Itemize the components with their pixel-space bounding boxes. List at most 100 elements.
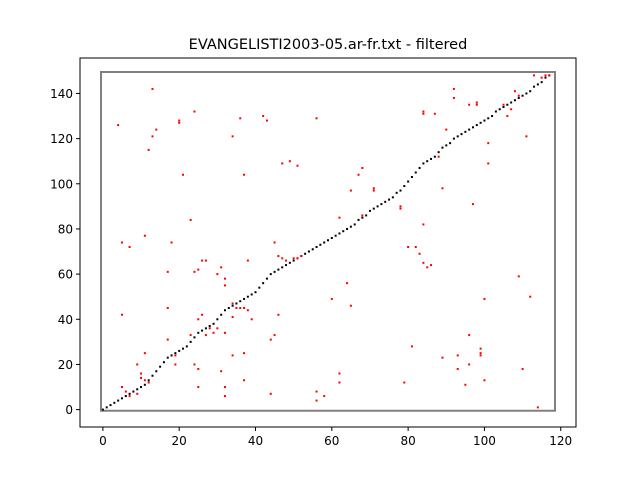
- data-point: [441, 187, 444, 190]
- data-point: [143, 379, 146, 382]
- data-point: [357, 173, 360, 176]
- data-point: [132, 390, 135, 393]
- data-point: [372, 207, 375, 210]
- data-point: [441, 146, 444, 149]
- y-tick-label: 20: [58, 358, 73, 372]
- data-point: [117, 124, 120, 127]
- data-point: [330, 236, 333, 239]
- data-point: [143, 383, 146, 386]
- data-point: [372, 189, 375, 192]
- data-point: [460, 133, 463, 136]
- data-point: [529, 90, 532, 93]
- data-point: [269, 338, 272, 341]
- data-point: [544, 76, 547, 79]
- x-tick-label: 40: [248, 434, 263, 448]
- data-point: [147, 379, 150, 382]
- data-point: [513, 90, 516, 93]
- data-point: [483, 119, 486, 122]
- data-point: [189, 218, 192, 221]
- data-point: [216, 273, 219, 276]
- data-point: [223, 309, 226, 312]
- data-point: [422, 112, 425, 115]
- data-point: [311, 248, 314, 251]
- data-point: [468, 103, 471, 106]
- data-point: [525, 92, 528, 95]
- data-point: [502, 103, 505, 106]
- data-point: [170, 241, 173, 244]
- data-point: [147, 148, 150, 151]
- data-point: [174, 363, 177, 366]
- data-point: [182, 173, 185, 176]
- data-point: [456, 367, 459, 370]
- data-point: [262, 115, 265, 118]
- data-point: [536, 83, 539, 86]
- data-point: [262, 282, 265, 285]
- data-point: [426, 266, 429, 269]
- data-point: [223, 395, 226, 398]
- data-point: [250, 318, 253, 321]
- data-point: [456, 354, 459, 357]
- data-point: [239, 117, 242, 120]
- data-point: [189, 334, 192, 337]
- data-point: [277, 313, 280, 316]
- data-point: [243, 306, 246, 309]
- data-point: [330, 297, 333, 300]
- data-point: [422, 162, 425, 165]
- data-point: [136, 388, 139, 391]
- data-point: [445, 128, 448, 131]
- data-point: [212, 322, 215, 325]
- data-point: [452, 87, 455, 90]
- data-point: [166, 306, 169, 309]
- data-point: [410, 176, 413, 179]
- data-point: [239, 300, 242, 303]
- data-point: [243, 352, 246, 355]
- data-point: [498, 108, 501, 111]
- data-point: [391, 196, 394, 199]
- x-tick-label: 100: [473, 434, 496, 448]
- data-point: [220, 266, 223, 269]
- data-point: [456, 135, 459, 138]
- data-point: [189, 340, 192, 343]
- data-point: [235, 302, 238, 305]
- data-point: [101, 408, 104, 411]
- data-point: [201, 329, 204, 332]
- data-point: [174, 354, 177, 357]
- data-point: [113, 401, 116, 404]
- data-point: [346, 227, 349, 230]
- data-point: [479, 352, 482, 355]
- data-point: [223, 386, 226, 389]
- data-point: [540, 76, 543, 79]
- data-point: [166, 356, 169, 359]
- data-point: [304, 252, 307, 255]
- data-point: [174, 352, 177, 355]
- data-point: [395, 191, 398, 194]
- data-point: [418, 166, 421, 169]
- data-point: [182, 347, 185, 350]
- data-point: [521, 367, 524, 370]
- data-point: [517, 94, 520, 97]
- data-point: [288, 160, 291, 163]
- data-point: [281, 162, 284, 165]
- data-point: [231, 354, 234, 357]
- data-point: [338, 232, 341, 235]
- data-point: [361, 214, 364, 217]
- data-point: [124, 395, 127, 398]
- y-tick-label: 40: [58, 313, 73, 327]
- data-point: [475, 103, 478, 106]
- data-point: [178, 119, 181, 122]
- data-point: [475, 124, 478, 127]
- data-point: [155, 370, 158, 373]
- data-point: [422, 110, 425, 113]
- data-point: [140, 376, 143, 379]
- data-point: [151, 374, 154, 377]
- data-point: [307, 250, 310, 253]
- data-point: [216, 327, 219, 330]
- data-point: [353, 223, 356, 226]
- data-point: [544, 74, 547, 77]
- data-point: [193, 363, 196, 366]
- data-point: [120, 313, 123, 316]
- data-point: [166, 338, 169, 341]
- data-point: [235, 306, 238, 309]
- y-tick-label: 0: [65, 403, 73, 417]
- data-point: [338, 216, 341, 219]
